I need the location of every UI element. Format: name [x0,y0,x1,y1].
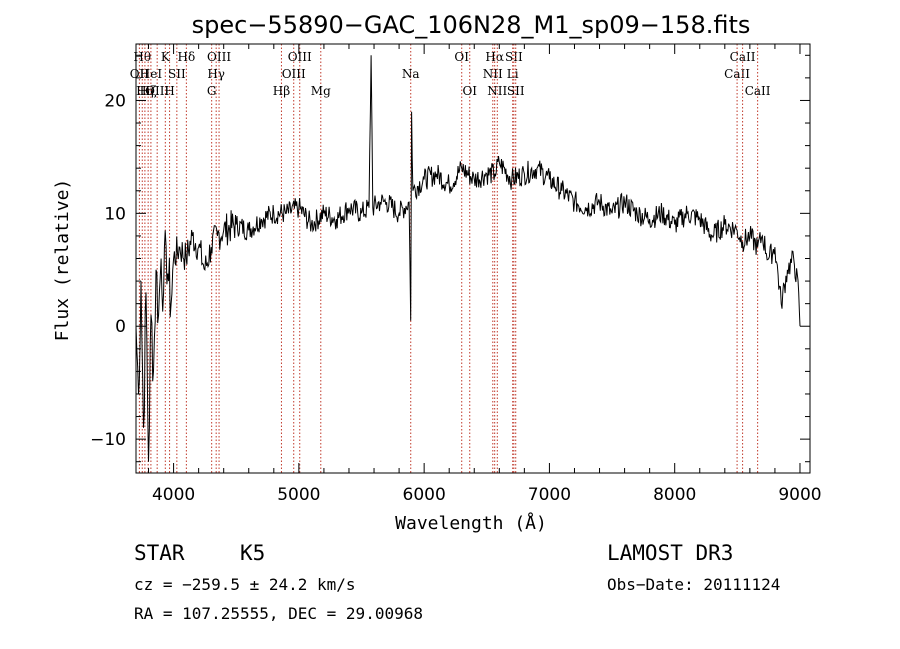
y-axis-label: Flux (relative) [52,179,73,342]
line-marker-label: CaII [724,67,750,81]
y-tick-label: 20 [104,91,126,111]
obs-date: Obs−Date: 20111124 [607,575,781,594]
line-marker-label: OI [454,50,469,64]
y-tick-label: −10 [90,430,126,450]
line-marker-label: OIII [288,50,312,64]
line-marker-label: H [164,84,174,98]
line-marker-label: OIII [207,50,231,64]
series-group [135,55,801,462]
line-marker-label: Hδ [178,50,196,64]
line-marker-label: OIII [145,84,169,98]
line-marker-label: Hη [136,84,154,98]
spectrum-line [135,55,801,462]
x-tick-label: 7000 [528,485,571,505]
x-tick-label: 4000 [152,485,195,505]
x-tick-label: 8000 [653,485,696,505]
x-tick-label: 9000 [778,485,821,505]
line-marker-label: Hα [485,50,504,64]
line-marker-label: Li [507,67,519,81]
line-marker-label: OI [462,84,477,98]
line-marker-label: CaII [745,84,771,98]
x-tick-label: 6000 [403,485,446,505]
object-class: STAR [134,541,185,565]
survey-label: LAMOST DR3 [607,541,734,565]
line-marker-label: NII [483,67,503,81]
line-marker-label: SII [507,84,525,98]
subclass: K5 [240,541,266,565]
coordinates: RA = 107.25555, DEC = 29.00968 [134,604,423,623]
line-marker-label: OII [130,67,150,81]
line-marker-label: G [207,84,217,98]
line-marker-label: Hβ [273,84,290,98]
line-marker-label: HeI [140,67,163,81]
line-marker-label: CaII [730,50,756,64]
line-marker-label: OIII [282,67,306,81]
axis-ticks: 4000 5000 6000 7000 8000 9000 −10 0 10 20 [90,44,822,505]
line-marker-label: SII [505,50,523,64]
chart-title: spec−55890−GAC_106N28_M1_sp09−158.fits [192,11,751,39]
line-marker-label: Hζ [140,84,157,98]
y-tick-label: 10 [104,204,126,224]
x-axis-label: Wavelength (Å) [395,512,547,534]
line-marker-label: Hθ [133,50,151,64]
line-marker-label: NII [487,84,507,98]
redshift-cz: cz = −259.5 ± 24.2 km/s [134,575,356,594]
line-marker-label: Mg [311,84,331,98]
line-marker-label: SII [168,67,186,81]
line-marker-label: Na [402,67,420,81]
plot-frame [135,43,811,474]
y-tick-label: 0 [115,317,126,337]
line-marker-label: K [161,50,171,64]
x-tick-label: 5000 [277,485,320,505]
line-marker-label: Hγ [207,67,225,81]
